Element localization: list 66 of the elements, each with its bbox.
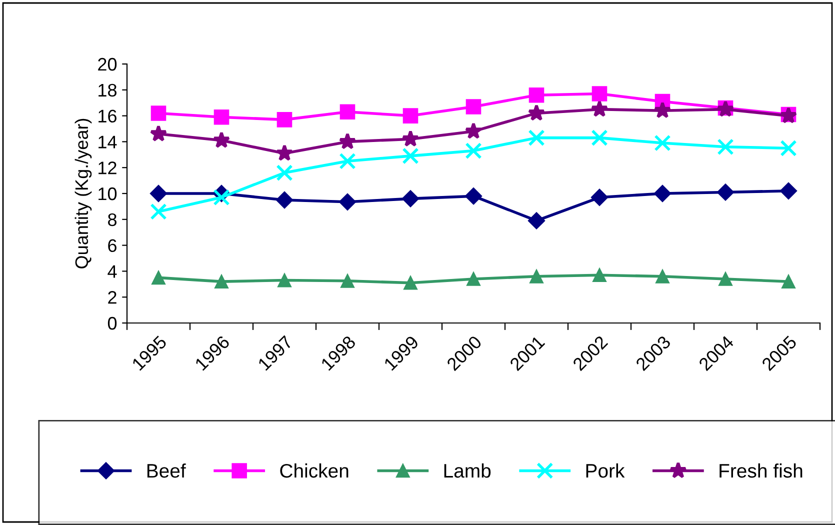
point bbox=[528, 104, 546, 121]
point bbox=[528, 212, 546, 230]
point bbox=[528, 129, 545, 146]
point bbox=[530, 269, 544, 284]
point bbox=[590, 100, 608, 117]
point bbox=[150, 184, 168, 202]
point bbox=[214, 274, 228, 289]
point bbox=[465, 142, 482, 160]
y-tick-label: 12 bbox=[98, 162, 116, 174]
y-tick-label: 2 bbox=[108, 291, 116, 304]
point bbox=[338, 132, 356, 150]
point bbox=[656, 269, 670, 284]
point bbox=[654, 134, 671, 152]
point bbox=[276, 112, 292, 128]
y-tick-label: 4 bbox=[108, 265, 117, 278]
legend-label: Chicken bbox=[280, 463, 348, 478]
y-tick-label: 10 bbox=[98, 187, 117, 200]
point bbox=[214, 109, 230, 125]
point bbox=[654, 102, 672, 118]
point bbox=[592, 86, 608, 102]
point bbox=[464, 188, 482, 205]
legend-label: Lamb bbox=[444, 463, 491, 478]
point bbox=[276, 164, 293, 182]
y-tick-label: 18 bbox=[98, 84, 116, 97]
point bbox=[340, 274, 354, 288]
point bbox=[152, 270, 166, 285]
y-tick-label: 20 bbox=[98, 58, 117, 71]
point bbox=[278, 273, 292, 288]
point bbox=[276, 144, 294, 161]
point bbox=[591, 129, 608, 146]
point bbox=[717, 138, 734, 156]
point bbox=[716, 184, 734, 201]
y-tick-label: 16 bbox=[98, 110, 116, 123]
point bbox=[340, 104, 356, 120]
point bbox=[276, 191, 294, 209]
y-axis-title: Quantity (Kg./year) bbox=[74, 118, 92, 268]
point bbox=[528, 87, 544, 103]
point bbox=[466, 272, 480, 286]
point bbox=[150, 124, 168, 142]
legend-label: Fresh fish bbox=[720, 463, 802, 478]
point bbox=[404, 276, 418, 290]
y-tick-label: 0 bbox=[108, 316, 117, 330]
point bbox=[464, 122, 482, 139]
point bbox=[150, 106, 166, 121]
point bbox=[592, 268, 606, 282]
point bbox=[338, 193, 356, 210]
point bbox=[654, 184, 672, 202]
point bbox=[590, 188, 608, 206]
point bbox=[212, 131, 230, 148]
legend-label: Beef bbox=[147, 463, 186, 478]
legend-label: Pork bbox=[586, 463, 625, 478]
y-tick-label: 14 bbox=[98, 136, 117, 148]
point bbox=[402, 148, 419, 164]
point bbox=[782, 274, 796, 289]
point bbox=[780, 140, 797, 157]
point bbox=[402, 130, 420, 147]
y-tick-label: 8 bbox=[108, 213, 116, 226]
point bbox=[466, 99, 482, 114]
y-tick-label: 6 bbox=[108, 239, 116, 252]
point bbox=[339, 152, 356, 170]
point bbox=[780, 182, 798, 200]
point bbox=[402, 190, 420, 208]
point bbox=[213, 189, 230, 206]
point bbox=[150, 203, 167, 220]
point bbox=[718, 272, 732, 286]
point bbox=[402, 108, 418, 124]
